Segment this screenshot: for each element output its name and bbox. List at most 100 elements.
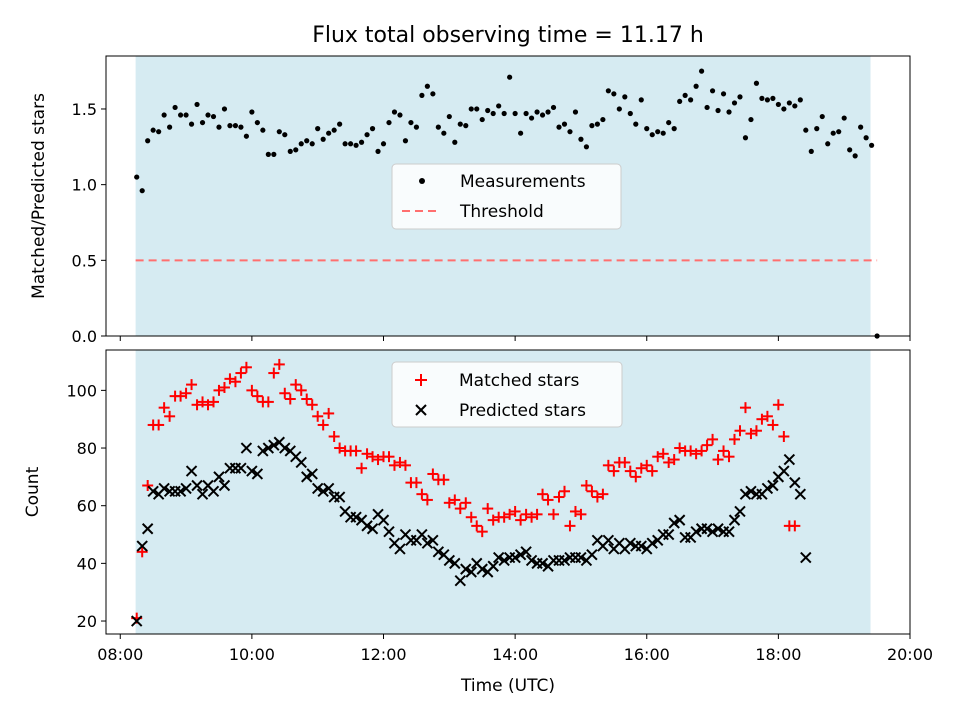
matched-star-point (427, 468, 439, 480)
predicted-star-point (723, 525, 735, 538)
matched-star-point (416, 488, 428, 500)
measurement-point (304, 138, 310, 144)
matched-star-point (553, 491, 565, 503)
measurement-point (496, 103, 502, 109)
predicted-star-point (778, 465, 790, 477)
predicted-star-point (427, 534, 439, 547)
matched-star-point (471, 520, 483, 532)
measurement-point (446, 113, 452, 120)
measurement-point (386, 119, 392, 126)
measurement-point (693, 83, 699, 89)
predicted-star-point (739, 488, 752, 500)
measurement-point (479, 116, 485, 123)
matched-star-point (142, 480, 154, 492)
measurement-point (611, 91, 617, 97)
measurement-point (358, 139, 365, 145)
matched-star-point (619, 456, 631, 468)
matched-star-point (356, 462, 368, 474)
matched-star-point (597, 488, 609, 500)
measurement-point (852, 153, 858, 159)
matched-star-point (712, 454, 724, 466)
matched-stars-points (131, 358, 801, 624)
measurement-point (177, 112, 184, 118)
measurement-point (315, 126, 321, 132)
predicted-star-point (251, 468, 264, 480)
measurement-point (803, 127, 809, 133)
predicted-star-point (311, 482, 324, 495)
measurement-point (523, 110, 529, 117)
legend-measurements-marker (419, 178, 425, 184)
matched-star-point (153, 419, 165, 431)
matched-star-point (575, 508, 587, 520)
measurement-point (627, 110, 633, 117)
measurement-point (869, 142, 875, 148)
measurement-point (221, 106, 228, 112)
matched-star-point (696, 445, 708, 457)
measurement-point (539, 112, 546, 118)
bottom-y-axis-label: Count (23, 466, 43, 517)
measurement-point (331, 127, 337, 133)
measurement-point (287, 148, 293, 154)
predicted-star-point (701, 523, 713, 535)
measurement-point (759, 95, 765, 101)
predicted-star-point (794, 488, 807, 500)
matched-star-point (449, 494, 461, 506)
predicted-star-point (235, 462, 247, 474)
predicted-star-point (131, 615, 143, 627)
predicted-star-point (174, 485, 187, 497)
measurement-point (792, 103, 798, 109)
measurement-point (830, 130, 836, 136)
measurement-point (737, 94, 743, 100)
measurement-point (660, 130, 666, 136)
measurement-point (644, 126, 650, 132)
top-legend: Measurements Threshold (391, 163, 622, 230)
matched-star-point (734, 425, 746, 437)
matched-star-point (564, 520, 576, 532)
measurement-point (550, 104, 557, 111)
matched-star-point (268, 367, 280, 379)
predicted-star-point (728, 514, 741, 526)
predicted-star-point (624, 537, 637, 549)
measurement-point (430, 91, 436, 97)
predicted-star-point (602, 534, 615, 547)
chart-title: Flux total observing time = 11.17 h (312, 23, 704, 48)
measurement-point (408, 119, 414, 126)
measurement-point (145, 138, 151, 144)
measurement-point (583, 144, 590, 150)
predicted-star-point (586, 549, 598, 561)
measurement-point (841, 115, 847, 121)
measurement-point (671, 126, 677, 132)
predicted-star-point (180, 482, 192, 495)
predicted-star-point (635, 540, 647, 552)
measurement-point (309, 141, 315, 147)
measurement-point (485, 107, 491, 114)
predicted-star-point (690, 525, 702, 538)
predicted-star-point (449, 557, 461, 570)
measurement-point (726, 109, 732, 115)
measurement-point (150, 127, 156, 133)
predicted-star-point (712, 523, 724, 535)
predicted-star-point (377, 514, 390, 526)
matched-star-point (246, 384, 258, 396)
matched-star-point (164, 410, 176, 422)
measurement-point (397, 112, 403, 118)
bottom-x-tick-label: 20:00 (887, 645, 933, 664)
matched-star-point (586, 485, 598, 497)
predicted-star-point (454, 574, 466, 587)
predicted-star-point (443, 554, 456, 567)
measurement-point (260, 127, 266, 133)
measurement-point (205, 112, 211, 118)
measurement-point (167, 124, 173, 130)
matched-star-point (465, 511, 477, 523)
measurement-point (858, 124, 864, 130)
matched-star-point (476, 526, 488, 538)
top-axes-frame (105, 55, 911, 337)
matched-star-point (668, 454, 680, 466)
predicted-star-point (520, 546, 532, 558)
predicted-star-point (240, 442, 253, 454)
matched-star-point (602, 459, 614, 471)
measurement-point (293, 147, 299, 153)
measurement-point (348, 141, 354, 147)
predicted-star-point (350, 511, 362, 523)
matched-star-point (558, 485, 570, 497)
